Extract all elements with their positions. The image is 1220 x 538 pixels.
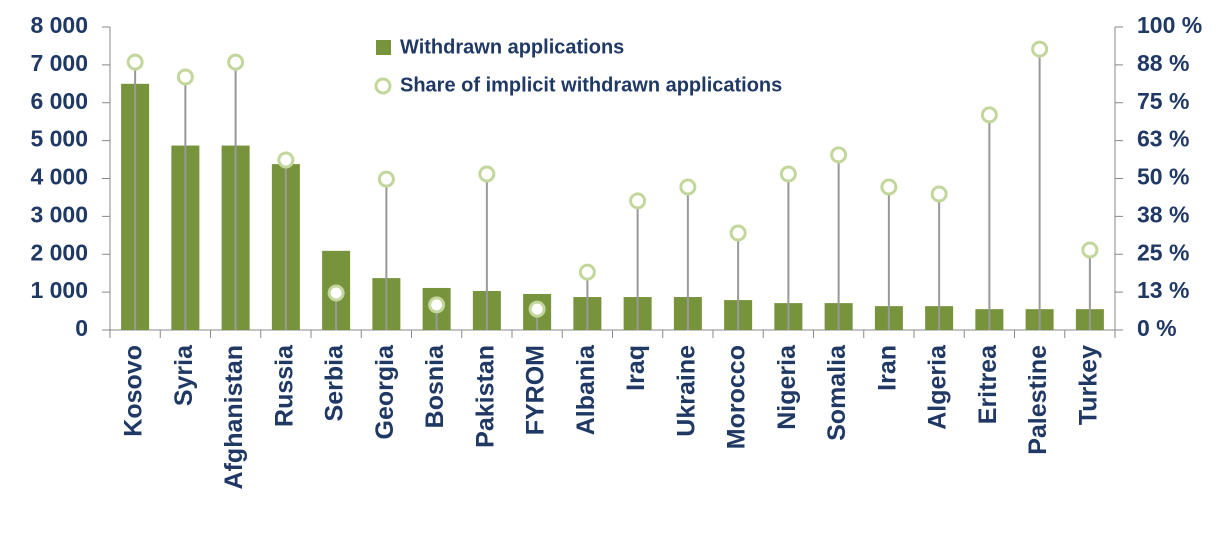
x-tick-label: Iran — [873, 345, 901, 391]
x-tick-label: Palestine — [1024, 345, 1052, 455]
x-tick-label: Algeria — [924, 344, 952, 430]
y-tick-label: 3 000 — [30, 201, 88, 227]
share-marker — [176, 68, 194, 86]
share-marker — [729, 224, 747, 242]
x-tick-label: Russia — [270, 344, 298, 427]
share-marker — [1031, 40, 1049, 58]
y-tick-label: 8 000 — [30, 12, 88, 38]
share-marker — [126, 53, 144, 71]
share-marker — [528, 300, 546, 318]
x-tick-label: Nigeria — [773, 344, 801, 430]
x-tick-label: Morocco — [723, 345, 751, 449]
legend-bar-swatch — [376, 40, 391, 55]
y2-tick-label: 25 % — [1137, 239, 1189, 265]
y2-tick-label: 63 % — [1137, 126, 1189, 152]
y2-tick-label: 100 % — [1137, 12, 1202, 38]
x-tick-label: Georgia — [371, 344, 399, 440]
share-marker — [930, 185, 948, 203]
x-tick-label: FYROM — [522, 345, 550, 435]
y-tick-label: 2 000 — [30, 239, 88, 265]
share-marker — [227, 53, 245, 71]
legend-marker — [374, 77, 392, 95]
share-marker — [377, 170, 395, 188]
y-tick-label: 6 000 — [30, 88, 88, 114]
share-marker — [277, 151, 295, 169]
share-marker — [830, 146, 848, 164]
legend-label: Share of implicit withdrawn applications — [400, 74, 782, 96]
share-marker — [629, 192, 647, 210]
legend-label: Withdrawn applications — [400, 36, 624, 58]
y2-tick-label: 0 % — [1137, 315, 1177, 341]
x-tick-label: Albania — [572, 344, 600, 435]
y2-tick-label: 38 % — [1137, 201, 1189, 227]
x-tick-label: Iraq — [622, 345, 650, 391]
x-tick-label: Bosnia — [421, 344, 449, 428]
x-tick-label: Afghanistan — [220, 345, 248, 489]
y-tick-label: 7 000 — [30, 50, 88, 76]
share-marker — [327, 284, 345, 302]
x-tick-label: Turkey — [1074, 345, 1102, 425]
x-tick-label: Eritrea — [974, 344, 1002, 424]
share-marker — [880, 178, 898, 196]
share-marker — [779, 165, 797, 183]
share-marker — [478, 165, 496, 183]
x-tick-label: Syria — [170, 344, 198, 406]
x-tick-label: Somalia — [823, 344, 851, 441]
share-marker — [578, 263, 596, 281]
y-tick-label: 0 — [75, 315, 88, 341]
y2-tick-label: 88 % — [1137, 50, 1189, 76]
share-marker — [1081, 241, 1099, 259]
y-tick-label: 5 000 — [30, 126, 88, 152]
y-tick-label: 4 000 — [30, 164, 88, 190]
x-tick-label: Serbia — [321, 344, 349, 422]
y2-tick-label: 75 % — [1137, 88, 1189, 114]
share-marker — [679, 178, 697, 196]
x-tick-label: Kosovo — [120, 345, 148, 437]
y2-tick-label: 13 % — [1137, 277, 1189, 303]
x-tick-label: Pakistan — [471, 345, 499, 448]
x-tick-label: Ukraine — [672, 345, 700, 437]
y2-tick-label: 50 % — [1137, 164, 1189, 190]
y-tick-label: 1 000 — [30, 277, 88, 303]
share-marker — [980, 106, 998, 124]
share-marker — [428, 296, 446, 314]
